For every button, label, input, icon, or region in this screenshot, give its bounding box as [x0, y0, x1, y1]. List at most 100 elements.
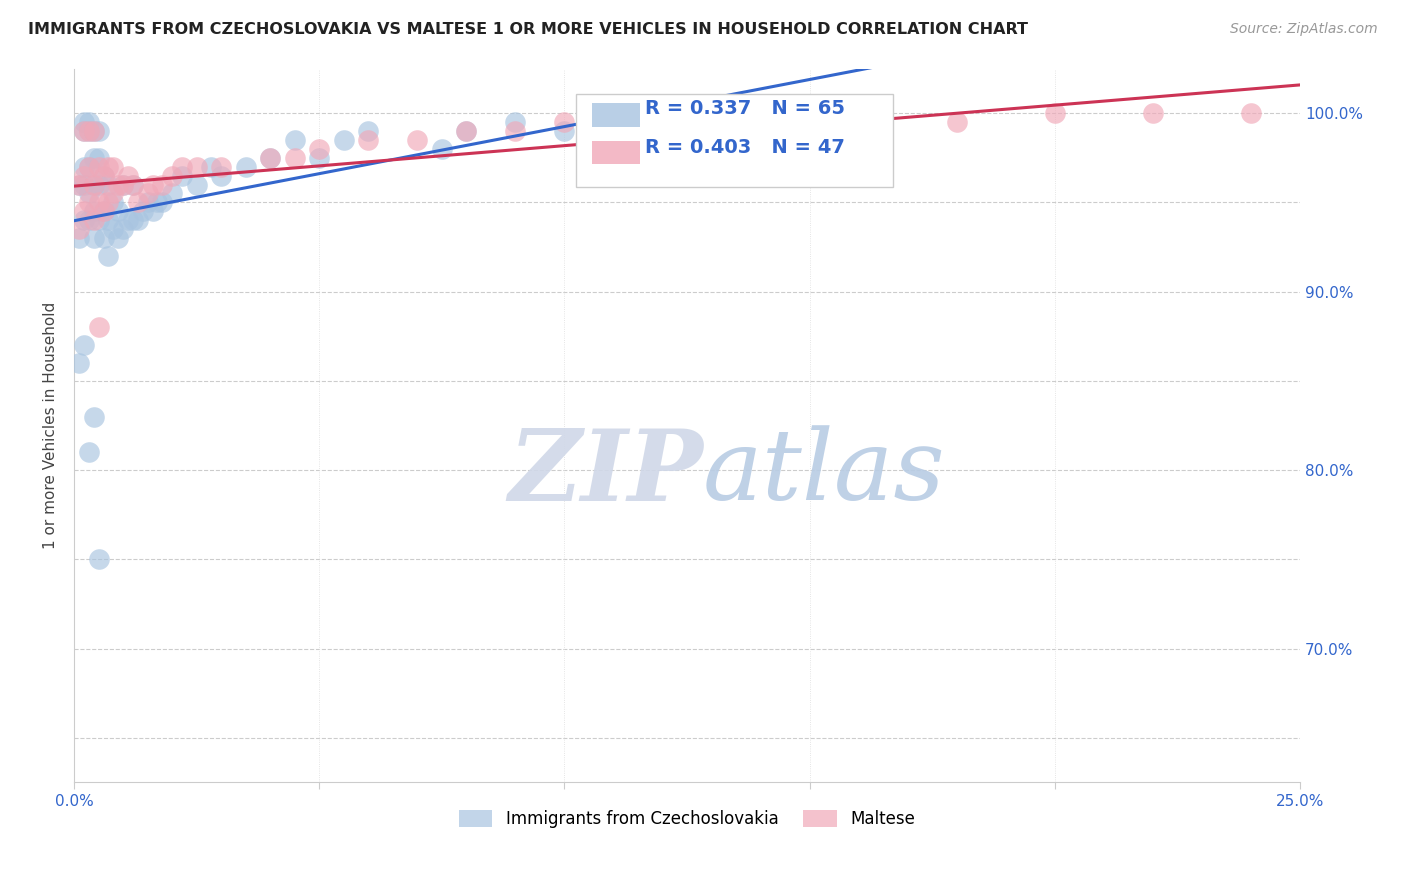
Point — [107, 178, 129, 192]
Point — [103, 222, 125, 236]
Point — [93, 169, 115, 183]
Point — [117, 213, 139, 227]
Point — [160, 169, 183, 183]
Point — [209, 160, 232, 174]
Point — [117, 169, 139, 183]
Point — [73, 124, 96, 138]
Point — [209, 169, 232, 183]
Text: Source: ZipAtlas.com: Source: ZipAtlas.com — [1230, 22, 1378, 37]
Point — [67, 222, 90, 236]
Point — [651, 115, 673, 129]
Point — [67, 356, 90, 370]
Point — [77, 115, 100, 129]
Point — [87, 213, 110, 227]
Point — [87, 195, 110, 210]
Text: R = 0.337   N = 65: R = 0.337 N = 65 — [645, 99, 845, 119]
Point — [93, 204, 115, 219]
Point — [799, 115, 821, 129]
Point — [103, 195, 125, 210]
Point — [93, 169, 115, 183]
Point — [97, 249, 120, 263]
Point — [77, 160, 100, 174]
Point — [122, 178, 145, 192]
Point — [127, 213, 149, 227]
Point — [186, 178, 208, 192]
Point — [1240, 106, 1263, 120]
Point — [73, 124, 96, 138]
Point — [112, 178, 135, 192]
Text: atlas: atlas — [703, 425, 946, 520]
Point — [103, 186, 125, 201]
Point — [93, 204, 115, 219]
Point — [406, 133, 429, 147]
Point — [77, 213, 100, 227]
Point — [67, 178, 90, 192]
Point — [132, 204, 155, 219]
Point — [142, 178, 165, 192]
Point — [77, 160, 100, 174]
Point — [235, 160, 257, 174]
Point — [136, 186, 159, 201]
Point — [73, 338, 96, 352]
Point — [284, 133, 307, 147]
Point — [553, 115, 575, 129]
Point — [170, 160, 193, 174]
Point — [83, 409, 105, 424]
Point — [456, 124, 478, 138]
Point — [357, 124, 380, 138]
Point — [97, 195, 120, 210]
Point — [186, 160, 208, 174]
Point — [505, 124, 527, 138]
Point — [87, 151, 110, 165]
Point — [83, 178, 105, 192]
Point — [73, 115, 96, 129]
Point — [87, 160, 110, 174]
Point — [505, 115, 527, 129]
Point — [87, 178, 110, 192]
Point — [87, 320, 110, 334]
Point — [259, 151, 281, 165]
Point — [97, 213, 120, 227]
Point — [83, 178, 105, 192]
Point — [87, 552, 110, 566]
Point — [160, 186, 183, 201]
Point — [93, 231, 115, 245]
Point — [553, 124, 575, 138]
Point — [67, 231, 90, 245]
Point — [308, 151, 330, 165]
Point — [77, 124, 100, 138]
Point — [73, 204, 96, 219]
Text: R = 0.403   N = 47: R = 0.403 N = 47 — [645, 137, 845, 157]
Point — [77, 195, 100, 210]
Point — [77, 186, 100, 201]
Point — [333, 133, 356, 147]
Point — [700, 124, 723, 138]
Point — [87, 124, 110, 138]
Point — [127, 195, 149, 210]
Point — [945, 115, 967, 129]
Point — [73, 169, 96, 183]
Point — [73, 160, 96, 174]
Point — [122, 213, 145, 227]
Point — [112, 222, 135, 236]
Point — [103, 160, 125, 174]
Point — [136, 195, 159, 210]
Point — [456, 124, 478, 138]
Point — [150, 178, 173, 192]
Point — [284, 151, 307, 165]
Point — [146, 195, 169, 210]
Point — [749, 115, 772, 129]
Text: IMMIGRANTS FROM CZECHOSLOVAKIA VS MALTESE 1 OR MORE VEHICLES IN HOUSEHOLD CORREL: IMMIGRANTS FROM CZECHOSLOVAKIA VS MALTES… — [28, 22, 1028, 37]
Point — [112, 178, 135, 192]
Point — [83, 213, 105, 227]
Point — [1043, 106, 1066, 120]
Point — [83, 124, 105, 138]
Point — [142, 204, 165, 219]
Point — [83, 204, 105, 219]
Y-axis label: 1 or more Vehicles in Household: 1 or more Vehicles in Household — [44, 301, 58, 549]
Point — [357, 133, 380, 147]
Point — [83, 231, 105, 245]
Point — [107, 231, 129, 245]
Point — [259, 151, 281, 165]
Point — [73, 213, 96, 227]
